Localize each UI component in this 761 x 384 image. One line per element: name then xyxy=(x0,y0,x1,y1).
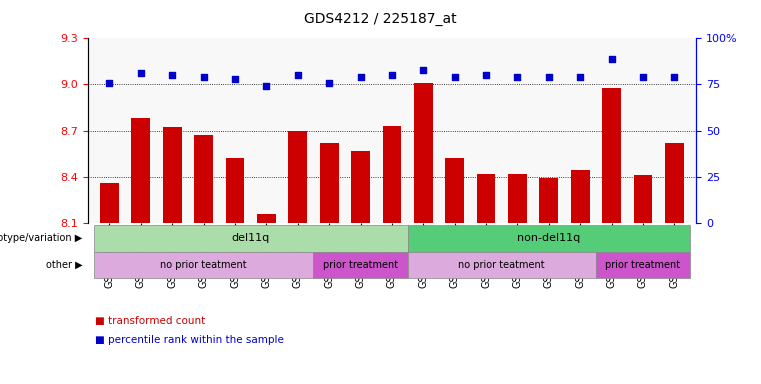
Text: ■ transformed count: ■ transformed count xyxy=(95,316,205,326)
Bar xyxy=(634,175,652,223)
Text: GDS4212 / 225187_at: GDS4212 / 225187_at xyxy=(304,12,457,25)
Bar xyxy=(320,143,339,223)
Point xyxy=(543,74,555,80)
Bar xyxy=(383,126,401,223)
Bar xyxy=(351,151,370,223)
Point xyxy=(668,74,680,80)
Point xyxy=(198,74,210,80)
Text: prior treatment: prior treatment xyxy=(606,260,680,270)
Point xyxy=(355,74,367,80)
Point xyxy=(606,56,618,62)
Bar xyxy=(100,183,119,223)
Bar xyxy=(194,135,213,223)
Point xyxy=(448,74,460,80)
Text: no prior teatment: no prior teatment xyxy=(161,260,247,270)
Point xyxy=(291,72,304,78)
Point xyxy=(511,74,524,80)
Point xyxy=(260,83,272,89)
Text: prior treatment: prior treatment xyxy=(323,260,398,270)
Point xyxy=(323,79,336,86)
Point xyxy=(166,72,178,78)
Bar xyxy=(571,170,590,223)
Bar xyxy=(665,143,684,223)
Point xyxy=(417,67,429,73)
Point xyxy=(135,70,147,76)
Bar xyxy=(132,118,150,223)
Point xyxy=(386,72,398,78)
Bar xyxy=(257,214,275,223)
Text: del11q: del11q xyxy=(231,233,270,243)
Bar xyxy=(508,174,527,223)
Point xyxy=(637,74,649,80)
Text: no prior teatment: no prior teatment xyxy=(458,260,545,270)
Bar xyxy=(445,158,464,223)
Bar xyxy=(225,158,244,223)
Point xyxy=(574,74,586,80)
Text: genotype/variation ▶: genotype/variation ▶ xyxy=(0,233,82,243)
Point xyxy=(103,79,116,86)
Bar xyxy=(414,83,433,223)
Bar xyxy=(288,131,307,223)
Text: other ▶: other ▶ xyxy=(46,260,82,270)
Text: non-del11q: non-del11q xyxy=(517,233,581,243)
Bar xyxy=(540,178,559,223)
Point xyxy=(480,72,492,78)
Bar xyxy=(163,127,182,223)
Point xyxy=(229,76,241,82)
Bar xyxy=(476,174,495,223)
Bar xyxy=(602,88,621,223)
Text: ■ percentile rank within the sample: ■ percentile rank within the sample xyxy=(95,335,284,345)
